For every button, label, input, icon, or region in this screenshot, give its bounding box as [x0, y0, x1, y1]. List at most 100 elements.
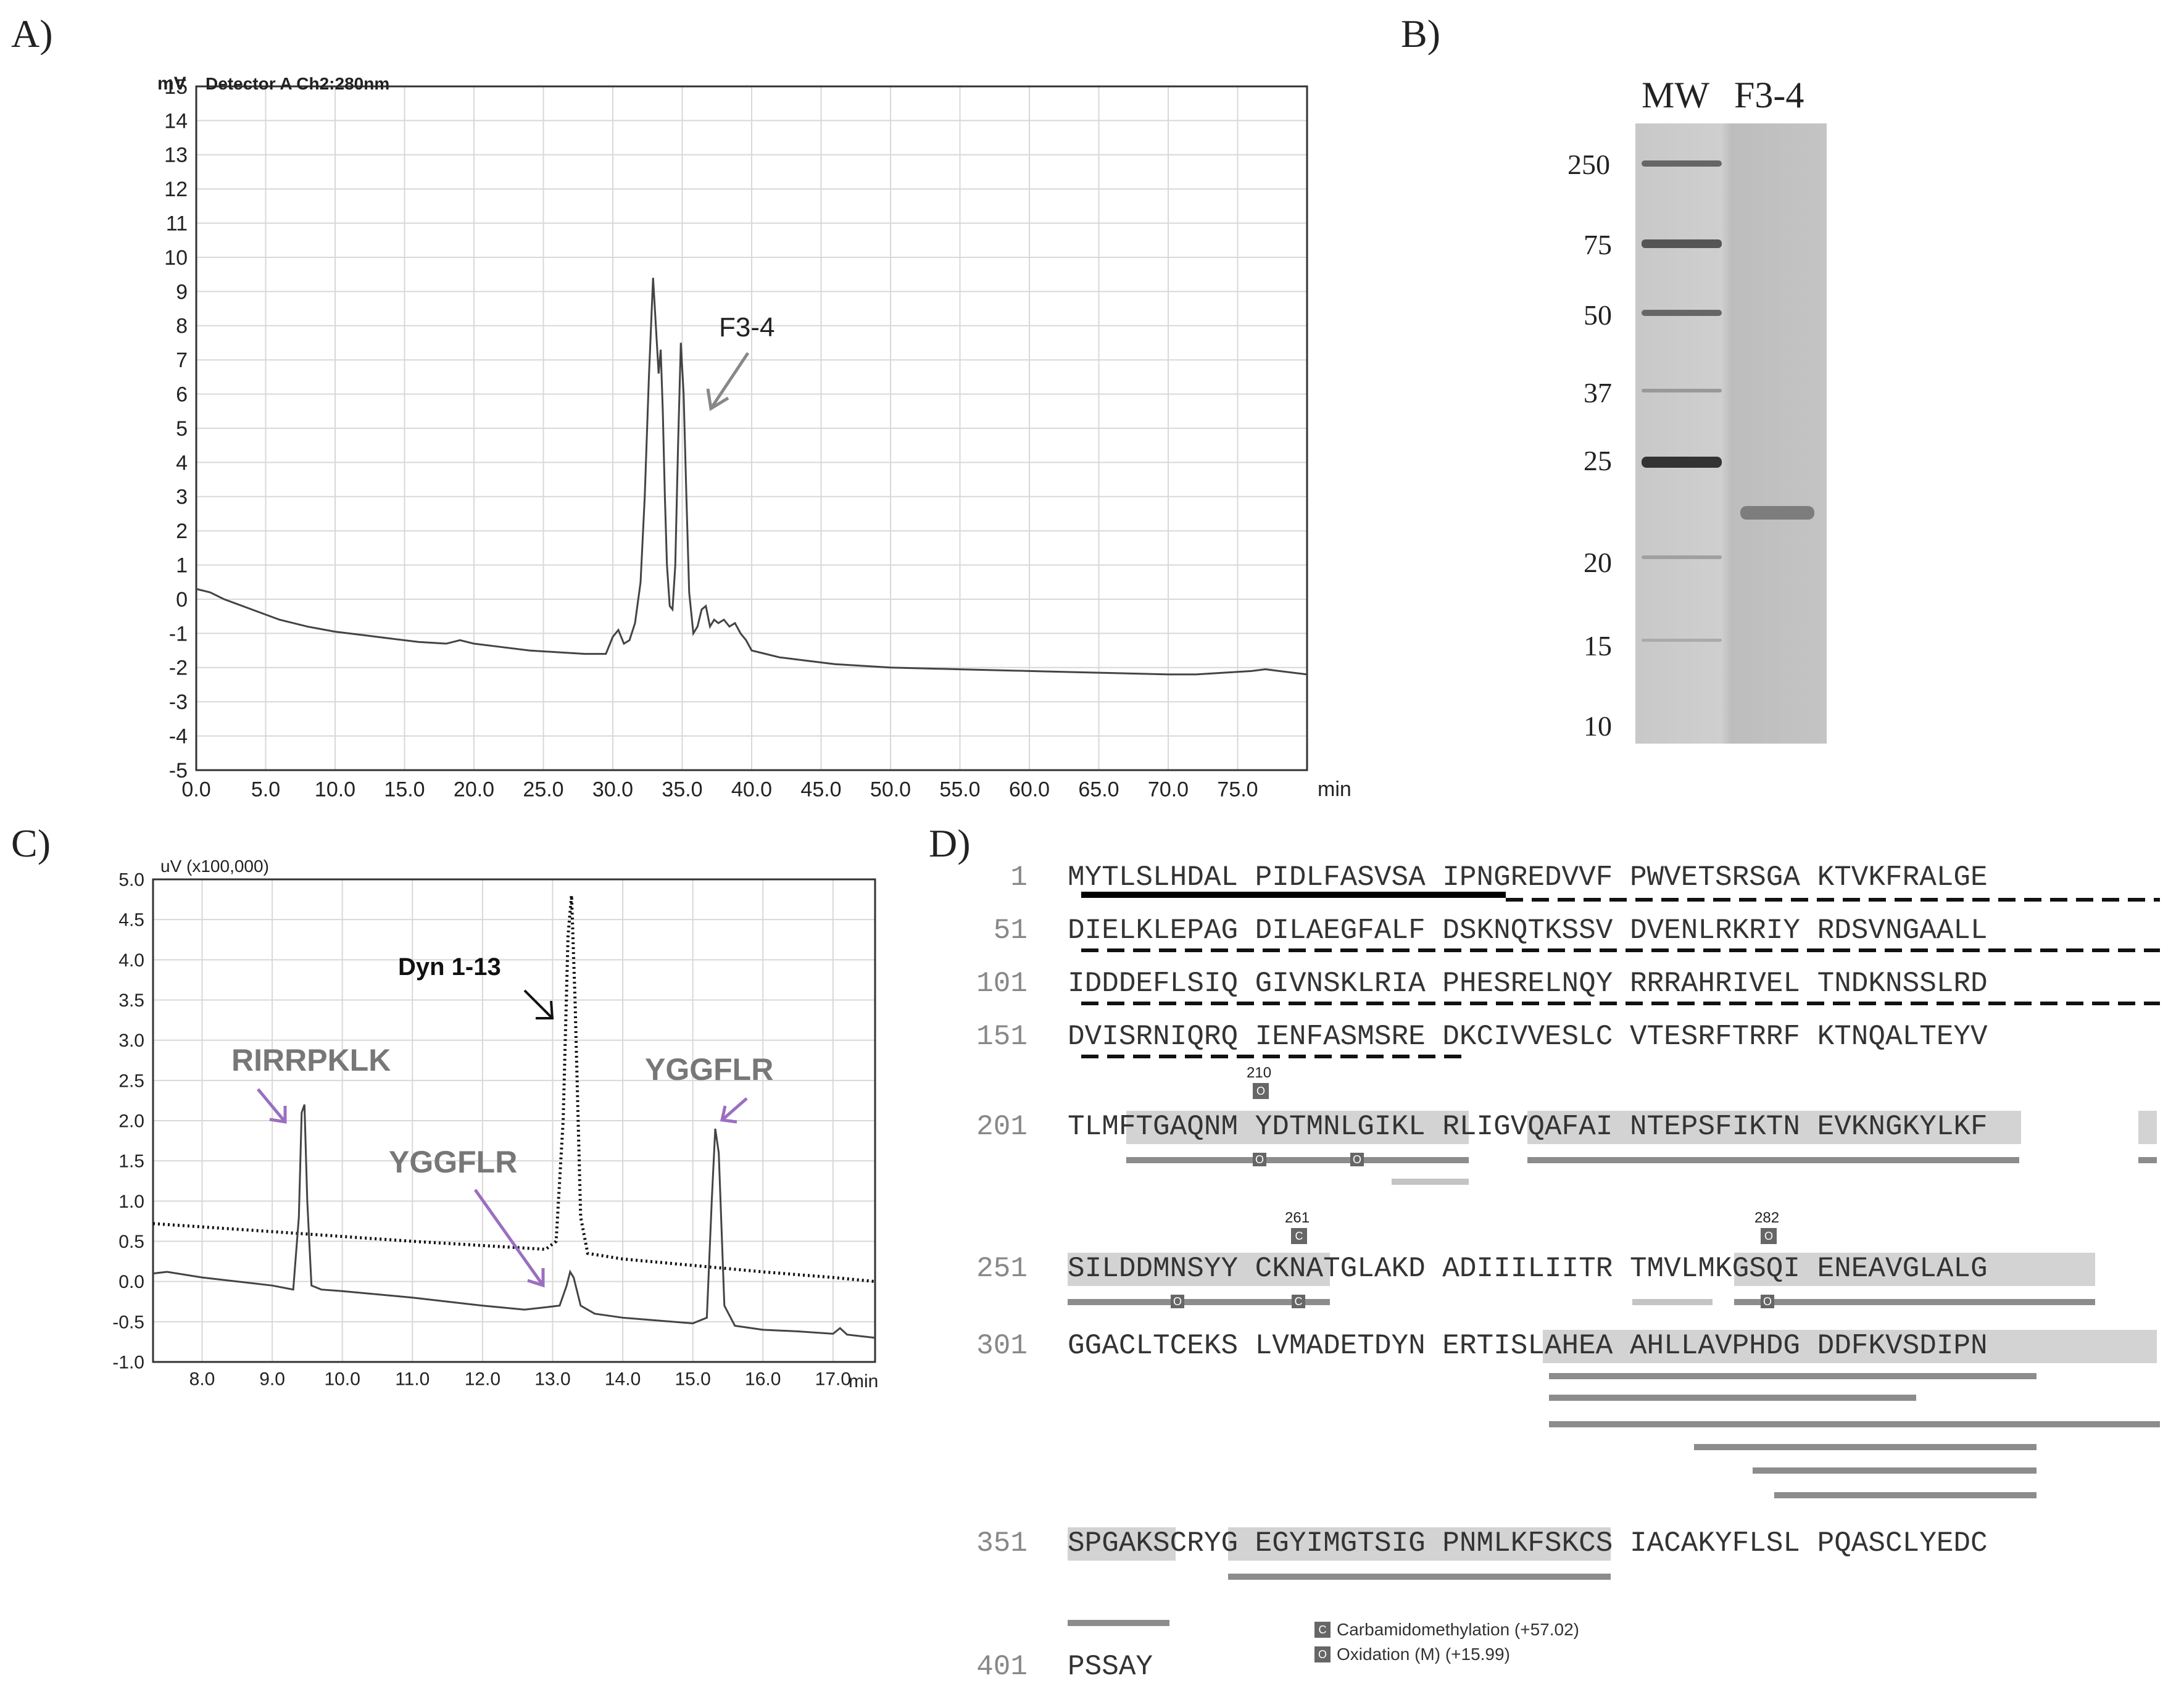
y-tick-label: 7: [176, 349, 188, 372]
plot-frame: [195, 85, 1308, 771]
panel-label-c: C): [11, 821, 51, 865]
seq-row-text: DVISRNIQRQ IENFASMSRE DKCIVVESLC VTESRFT…: [1068, 1021, 1988, 1053]
y-tick-label: 0.5: [118, 1232, 144, 1252]
carbamidomethyl-icon: C: [1314, 1622, 1331, 1638]
marker-label-15: 15: [1584, 630, 1612, 662]
x-tick-label: 40.0: [731, 778, 772, 802]
oxidation-icon: O: [1253, 1083, 1269, 1099]
detector-label: Detector A Ch2:280nm: [206, 74, 389, 93]
seq-row-text: TLMFTGAQNM YDTMNLGIKL RLIGVQAFAI NTEPSFI…: [1068, 1111, 1988, 1143]
marker-label-75: 75: [1584, 229, 1612, 260]
marker-label-50: 50: [1584, 299, 1612, 331]
x-tick-label: 10.0: [325, 1369, 360, 1390]
coverage-highlight: [1527, 1111, 2021, 1144]
seq-row-text: SILDDMNSYY CKNATGLAKD ADIIILIITR TMVLMKG…: [1068, 1253, 1988, 1285]
carbamidomethyl-icon: C: [1292, 1295, 1305, 1308]
y-tick-label: 12: [164, 178, 188, 201]
seq-row-text: GGACLTCEKS LVMADETDYN ERTISLAHEA AHLLAVP…: [1068, 1330, 1988, 1362]
y-tick-label: 3.0: [118, 1031, 144, 1051]
gel-panel: MW F3-4 250 75 50 37 25 20 15 10: [1567, 74, 2012, 753]
x-tick-label: 75.0: [1217, 778, 1258, 802]
annotation-arrow: [473, 1189, 545, 1287]
annotation-arrow: [523, 989, 554, 1019]
x-tick-label: 45.0: [800, 778, 841, 802]
carbamidomethyl-icon: C: [1291, 1228, 1307, 1244]
x-tick-label: 60.0: [1009, 778, 1050, 802]
oxidation-icon: O: [1171, 1295, 1184, 1308]
y-tick-label: -3: [169, 691, 188, 714]
marker-label-10: 10: [1584, 710, 1612, 742]
y-tick-label: 13: [164, 144, 188, 167]
x-tick-label: 8.0: [189, 1369, 215, 1390]
x-tick-label: 5.0: [251, 778, 280, 802]
x-tick-label: 35.0: [662, 778, 702, 802]
y-tick-label: -1.0: [112, 1353, 144, 1373]
marker-label-250: 250: [1567, 149, 1610, 180]
x-tick-label: 15.0: [675, 1369, 710, 1390]
oxidation-icon: O: [1761, 1295, 1774, 1308]
annotation-arrow: [257, 1088, 286, 1123]
seq-row-text: DIELKLEPAG DILAEGFALF DSKNQTKSSV DVENLRK…: [1068, 915, 1988, 947]
seq-row-num: 301: [976, 1330, 1028, 1362]
y-tick-label: -2: [169, 657, 188, 680]
coverage-highlight: [1126, 1111, 1469, 1144]
oxidation-icon: O: [1253, 1153, 1266, 1166]
x-tick-label: 10.0: [315, 778, 355, 802]
gel-band-37: [1642, 389, 1722, 392]
legend-label: Carbamidomethylation (+57.02): [1337, 1620, 1579, 1639]
mod-position-label: 282: [1754, 1210, 1780, 1226]
x-tick-label: 13.0: [534, 1369, 570, 1390]
x-tick-label: 25.0: [523, 778, 563, 802]
y-tick-label: 1: [176, 554, 188, 578]
y-tick-label: 8: [176, 315, 188, 338]
seq-row-num: 401: [976, 1651, 1028, 1683]
seq-row-num: 101: [976, 968, 1028, 1000]
y-tick-label: 1.5: [118, 1152, 144, 1172]
x-tick-label: 65.0: [1078, 778, 1119, 802]
annotation-arrowhead: [536, 1000, 554, 1019]
seq-row-text: SPGAKSCRYG EGYIMGTSIG PNMLKFSKCS IACAKYF…: [1068, 1527, 1988, 1559]
y-tick-label: 11: [166, 212, 188, 236]
gel-band-25: [1642, 457, 1722, 468]
gel-band-sample: [1740, 506, 1814, 520]
y-tick-label: 3: [176, 486, 188, 509]
y-tick-label: 0.0: [118, 1272, 144, 1292]
y-tick-label: 1.0: [118, 1192, 144, 1212]
gel-band-20: [1642, 555, 1722, 559]
x-tick-label: 9.0: [259, 1369, 285, 1390]
oxidation-icon: O: [1761, 1228, 1777, 1244]
seq-row-text: MYTLSLHDAL PIDLFASVSA IPNGREDVVF PWVETSR…: [1068, 861, 1988, 894]
legend-item-oxidation: O Oxidation (M) (+15.99): [1314, 1645, 1510, 1664]
seq-row-num: 151: [976, 1021, 1028, 1053]
gel-band-75: [1642, 239, 1722, 248]
y-tick-label: 5.0: [118, 870, 144, 890]
x-tick-label: 16.0: [745, 1369, 781, 1390]
gel-image: [1635, 123, 1827, 744]
y-tick-label: 2.0: [118, 1111, 144, 1132]
gel-band-15: [1642, 639, 1722, 642]
annotation-yggflr: YGGFLR: [645, 1052, 773, 1087]
y-tick-label: -4: [169, 725, 188, 749]
y-tick-label: 4: [176, 451, 188, 475]
panel-label-d: D): [929, 821, 971, 865]
gel-band-250: [1642, 160, 1722, 167]
coverage-highlight: [1068, 1253, 1330, 1286]
annotation-arrowhead: [269, 1106, 287, 1124]
marker-label-20: 20: [1584, 547, 1612, 578]
y-unit-label: mV: [157, 73, 186, 94]
x-tick-label: 14.0: [605, 1369, 641, 1390]
coverage-highlight: [2138, 1111, 2157, 1144]
annotation-arrow: [709, 352, 750, 410]
series-line: [152, 895, 876, 1284]
x-tick-label: 70.0: [1148, 778, 1189, 802]
x-tick-label: 15.0: [384, 778, 425, 802]
lane-label-mw: MW: [1642, 75, 1709, 115]
y-tick-label: 5: [176, 417, 188, 441]
annotation-arrowhead: [720, 1105, 737, 1124]
mod-position-label: 210: [1247, 1064, 1272, 1081]
seq-row-num: 1: [1010, 861, 1028, 894]
marker-label-37: 37: [1584, 377, 1612, 409]
annotation-arrow: [721, 1097, 748, 1121]
